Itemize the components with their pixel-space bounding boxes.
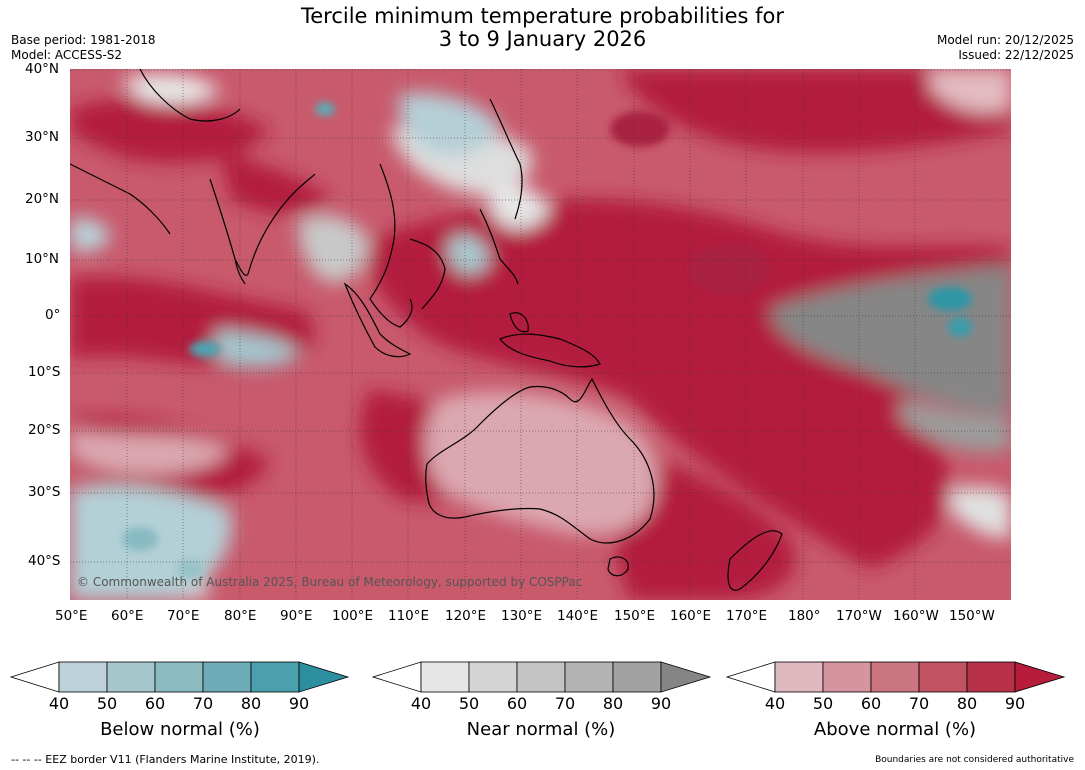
lon-label-150w: 150°W	[949, 608, 995, 624]
lon-label-170w: 170°W	[836, 608, 882, 624]
lat-label-20s: 20°S	[28, 422, 61, 438]
colorbar-above-segment	[822, 661, 872, 693]
cb-above-tick: 70	[908, 694, 930, 713]
cb-near-tick: 90	[650, 694, 672, 713]
colorbar-above-normal	[726, 661, 1066, 693]
coastlines	[70, 69, 783, 591]
lon-label-160e: 160°E	[670, 608, 712, 624]
lon-label-90e: 90°E	[280, 608, 313, 624]
colorbar-below-segment	[154, 661, 204, 693]
cb-near-label: Near normal (%)	[466, 719, 616, 740]
model-name: Model: ACCESS-S2	[11, 48, 123, 62]
lon-label-170e: 170°E	[726, 608, 768, 624]
cb-near-tick: 80	[602, 694, 624, 713]
lon-label-100e: 100°E	[332, 608, 374, 624]
colorbar-below-normal	[10, 661, 350, 693]
lat-label-30n: 30°N	[25, 129, 60, 145]
cb-below-tick: 40	[48, 694, 70, 713]
copyright-notice: © Commonwealth of Australia 2025, Bureau…	[77, 575, 582, 589]
lon-label-120e: 120°E	[445, 608, 487, 624]
lon-label-80e: 80°E	[224, 608, 257, 624]
colorbar-near-segment	[660, 661, 712, 693]
cb-above-tick: 40	[764, 694, 786, 713]
colorbar-above-segment	[774, 661, 824, 693]
colorbar-near-segment	[612, 661, 662, 693]
cb-near-tick: 60	[506, 694, 528, 713]
colorbar-near-segment	[420, 661, 470, 693]
lon-label-60e: 60°E	[111, 608, 144, 624]
colorbar-below-segment	[106, 661, 156, 693]
colorbar-near-normal	[372, 661, 712, 693]
cb-below-tick: 90	[288, 694, 310, 713]
issued-date: Issued: 22/12/2025	[958, 48, 1074, 62]
cb-below-tick: 80	[240, 694, 262, 713]
title-line-1: Tercile minimum temperature probabilitie…	[300, 4, 785, 28]
lon-label-160w: 160°W	[893, 608, 939, 624]
cb-near-tick: 40	[410, 694, 432, 713]
lat-label-40s: 40°S	[28, 553, 61, 569]
cb-above-tick: 90	[1004, 694, 1026, 713]
colorbar-below-segment	[58, 661, 108, 693]
colorbar-above-segment	[1014, 661, 1066, 693]
lon-label-140e: 140°E	[557, 608, 599, 624]
colorbar-below-segment	[202, 661, 252, 693]
eez-note: -- -- -- EEZ border V11 (Flanders Marine…	[11, 753, 320, 766]
lat-label-30s: 30°S	[28, 484, 61, 500]
colorbar-near-segment	[516, 661, 566, 693]
colorbar-near-segment	[468, 661, 518, 693]
colorbar-near-segment	[564, 661, 614, 693]
cb-above-tick: 80	[956, 694, 978, 713]
colorbar-above-segment	[918, 661, 968, 693]
lat-label-10s: 10°S	[28, 364, 61, 380]
colorbar-above-segment	[870, 661, 920, 693]
cb-below-tick: 60	[144, 694, 166, 713]
lon-label-180: 180°	[788, 608, 821, 624]
colorbar-below-segment	[298, 661, 350, 693]
cb-near-tick: 50	[458, 694, 480, 713]
cb-above-tick: 50	[812, 694, 834, 713]
lon-label-70e: 70°E	[167, 608, 200, 624]
cb-below-label: Below normal (%)	[100, 719, 260, 740]
cb-near-tick: 70	[554, 694, 576, 713]
graticule	[70, 69, 1011, 600]
boundaries-note: Boundaries are not considered authoritat…	[875, 755, 1074, 765]
colorbar-below-segment	[250, 661, 300, 693]
lat-label-20n: 20°N	[25, 191, 60, 207]
title-line-2: 3 to 9 January 2026	[438, 27, 647, 51]
lon-label-50e: 50°E	[55, 608, 88, 624]
colorbar-above-segment	[966, 661, 1016, 693]
cb-above-tick: 60	[860, 694, 882, 713]
lat-label-10n: 10°N	[25, 251, 60, 267]
lon-label-130e: 130°E	[501, 608, 543, 624]
probability-map: © Commonwealth of Australia 2025, Bureau…	[70, 69, 1011, 600]
model-run: Model run: 20/12/2025	[936, 33, 1074, 47]
lat-label-equator: 0°	[45, 307, 61, 323]
cb-below-tick: 50	[96, 694, 118, 713]
lon-label-150e: 150°E	[614, 608, 656, 624]
probability-field	[70, 69, 1011, 600]
lon-label-110e: 110°E	[388, 608, 430, 624]
base-period: Base period: 1981-2018	[11, 33, 156, 47]
cb-above-label: Above normal (%)	[813, 719, 977, 740]
lat-label-40n: 40°N	[25, 61, 60, 77]
cb-below-tick: 70	[192, 694, 214, 713]
